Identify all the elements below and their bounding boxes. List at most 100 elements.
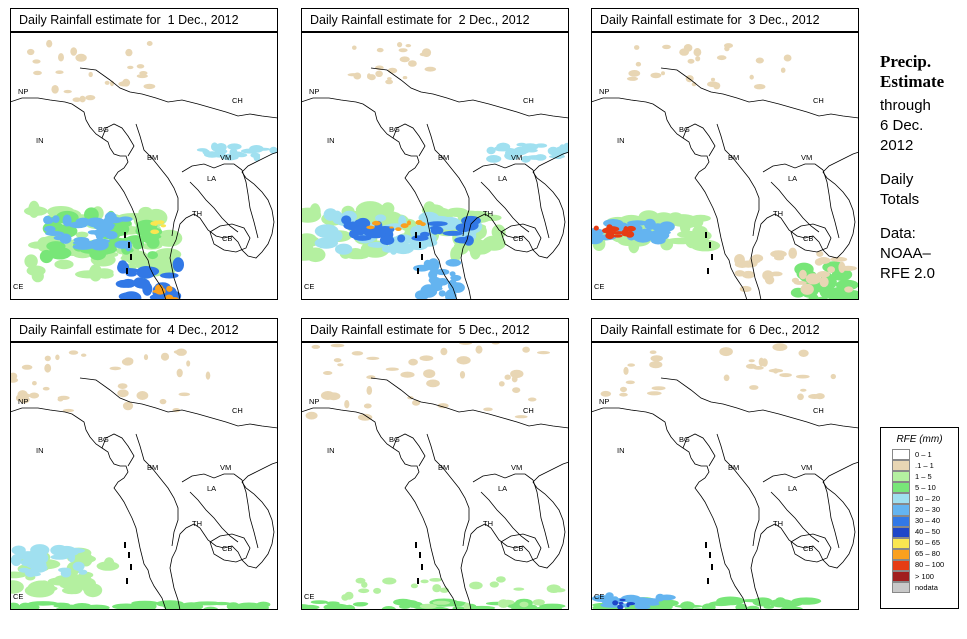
- rainfall-cell: [357, 602, 369, 606]
- rainfall-cell: [337, 363, 344, 367]
- rainfall-cell: [817, 257, 831, 264]
- rainfall-cell: [724, 43, 733, 49]
- rainfall-cell: [333, 358, 342, 363]
- rainfall-cell: [78, 569, 88, 575]
- rainfall-cell: [628, 70, 641, 77]
- rainfall-cell: [160, 272, 179, 279]
- rainfall-cell: [205, 371, 211, 380]
- rainfall-cell: [626, 602, 630, 608]
- rainfall-cell: [695, 56, 701, 62]
- legend-label: 1 – 5: [915, 471, 932, 481]
- country-border: [135, 433, 179, 547]
- rainfall-cell: [160, 352, 170, 361]
- rainfall-cell: [450, 274, 462, 282]
- rainfall-cell: [142, 233, 159, 244]
- country-label-vm: VM: [220, 153, 231, 162]
- rainfall-cell: [53, 604, 79, 608]
- rainfall-cell: [619, 392, 628, 397]
- country-label-ce: CE: [13, 592, 23, 601]
- rainfall-cell: [617, 604, 624, 610]
- rainfall-cell: [81, 353, 87, 357]
- coastline-east: [460, 151, 570, 301]
- map-description: Precip. Estimate through 6 Dec. 2012 Dai…: [880, 52, 965, 284]
- island: [421, 254, 423, 260]
- rainfall-cell: [748, 359, 755, 363]
- legend-item: 50 – 65: [881, 537, 958, 549]
- rainfall-cell: [72, 561, 85, 571]
- island: [126, 268, 128, 274]
- rainfall-cell: [62, 586, 82, 595]
- rainfall-cell: [826, 275, 837, 289]
- rainfall-cell: [513, 587, 525, 591]
- legend-title: RFE (mm): [896, 434, 943, 445]
- coastline-east: [460, 461, 570, 611]
- rainfall-cell: [659, 221, 675, 232]
- rainfall-cell: [371, 220, 381, 226]
- country-label-bg: BG: [98, 125, 109, 134]
- rainfall-cell: [535, 143, 548, 148]
- country-border: [500, 223, 542, 253]
- country-border: [480, 181, 530, 233]
- legend-item: 20 – 30: [881, 504, 958, 516]
- rainfall-cell: [147, 251, 159, 260]
- rainfall-cell: [475, 345, 483, 354]
- country-label-ch: CH: [813, 406, 824, 415]
- rainfall-cell: [483, 407, 493, 412]
- country-label-in: IN: [327, 446, 335, 455]
- rainfall-cell: [482, 235, 506, 251]
- rainfall-cell: [58, 567, 72, 573]
- rainfall-cell: [356, 221, 365, 226]
- country-label-in: IN: [36, 446, 44, 455]
- island: [124, 542, 126, 548]
- rainfall-cell: [716, 55, 727, 61]
- legend-swatch: [892, 493, 910, 505]
- rainfall-cell: [469, 581, 483, 590]
- rainfall-cell: [456, 356, 471, 365]
- country-border: [472, 163, 534, 173]
- rainfall-cell: [397, 42, 403, 48]
- rainfall-cell: [146, 41, 153, 46]
- rainfall-cell: [505, 149, 516, 157]
- island: [130, 254, 132, 260]
- rainfall-cell: [85, 95, 96, 101]
- rainfall-panel-day-4: Daily Rainfall estimate for 4 Dec., 2012…: [1, 318, 279, 615]
- legend-item: nodata: [881, 582, 958, 594]
- rainfall-cell: [626, 76, 639, 81]
- coastline-west: [300, 97, 458, 301]
- rainfall-cell: [320, 391, 335, 400]
- island: [707, 578, 709, 584]
- rainfall-cell: [387, 67, 398, 74]
- rainfall-cell: [322, 241, 333, 248]
- rainfall-cell: [21, 364, 33, 370]
- coastline-west: [300, 407, 458, 611]
- rainfall-cell: [755, 57, 764, 64]
- country-border: [500, 533, 542, 563]
- heading-estimate: Estimate: [880, 72, 945, 91]
- country-label-np: NP: [309, 397, 319, 406]
- country-border: [762, 163, 824, 173]
- country-border: [660, 377, 860, 429]
- rainfall-cell: [679, 48, 689, 56]
- rainfall-cell: [48, 246, 72, 260]
- rainfall-cell: [141, 601, 157, 611]
- legend-label: > 100: [915, 571, 934, 581]
- legend-swatch: [892, 515, 910, 527]
- rainfall-cell: [366, 385, 373, 395]
- rainfall-cell: [382, 245, 395, 253]
- legend-item: 1 – 5: [881, 471, 958, 483]
- rainfall-cell: [79, 95, 86, 103]
- country-border: [480, 491, 530, 543]
- country-border: [189, 491, 239, 543]
- rainfall-cell: [399, 56, 410, 63]
- rainfall-panel-day-6: Daily Rainfall estimate for 6 Dec., 2012…: [590, 318, 860, 615]
- rainfall-cell: [153, 248, 182, 261]
- country-label-np: NP: [599, 87, 609, 96]
- rainfall-cell: [419, 603, 437, 609]
- rainfall-cell: [186, 360, 191, 367]
- rainfall-cell: [72, 97, 81, 102]
- rainfall-cell: [763, 605, 775, 609]
- rainfall-cell: [421, 215, 432, 221]
- panel-title: Daily Rainfall estimate for 4 Dec., 2012: [10, 318, 278, 342]
- country-label-cb: CB: [803, 544, 813, 553]
